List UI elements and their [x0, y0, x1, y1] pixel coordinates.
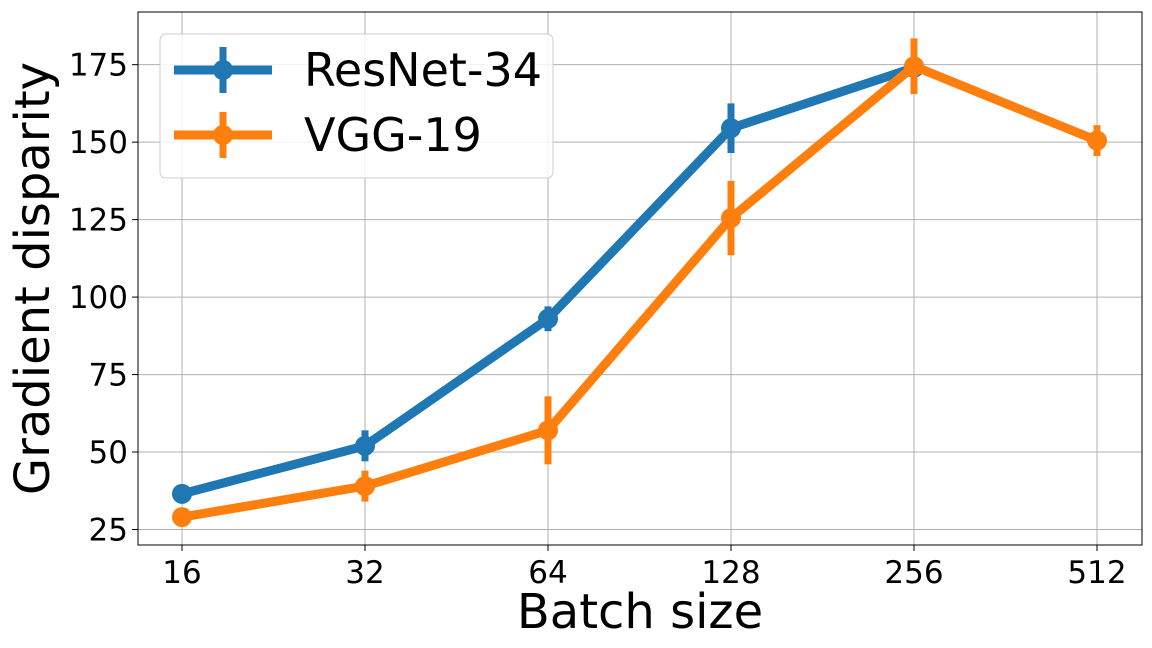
data-point [172, 483, 192, 504]
series-line [181, 61, 1099, 522]
y-tick-label: 75 [89, 358, 128, 394]
legend-label: VGG-19 [304, 108, 482, 162]
data-point [538, 420, 558, 441]
data-point [538, 308, 558, 329]
x-tick-label: 32 [345, 555, 384, 591]
data-point [355, 476, 375, 497]
legend-marker [213, 125, 233, 145]
series-layer [172, 38, 1107, 528]
ticks: 16 32 64 128 256 512 25 50 75 100 125 150 175 [69, 48, 1127, 591]
x-tick-label: 16 [162, 555, 201, 591]
data-point [721, 208, 741, 229]
y-tick-label: 175 [69, 48, 128, 84]
y-tick-label: 50 [89, 435, 128, 471]
x-tick-label: 256 [884, 555, 943, 591]
y-tick-label: 25 [89, 513, 128, 549]
data-point [1087, 130, 1107, 151]
plot-area-frame [137, 11, 1143, 546]
y-axis-label: Gradient disparity [5, 62, 61, 495]
data-point [721, 118, 741, 139]
data-point [172, 507, 192, 528]
y-tick-label: 100 [69, 280, 128, 316]
y-tick-label: 150 [69, 125, 128, 161]
legend-label: ResNet-34 [304, 43, 542, 97]
x-tick-label: 512 [1067, 555, 1126, 591]
legend: ResNet-34 VGG-19 [159, 33, 554, 179]
x-tick-label: 64 [528, 555, 567, 591]
series-vgg-19 [172, 38, 1107, 528]
x-axis-label: Batch size [517, 584, 763, 640]
x-tick-label: 128 [701, 555, 760, 591]
data-point [355, 435, 375, 456]
y-tick-label: 125 [69, 203, 128, 239]
legend-marker [213, 60, 233, 80]
data-point [904, 56, 924, 77]
